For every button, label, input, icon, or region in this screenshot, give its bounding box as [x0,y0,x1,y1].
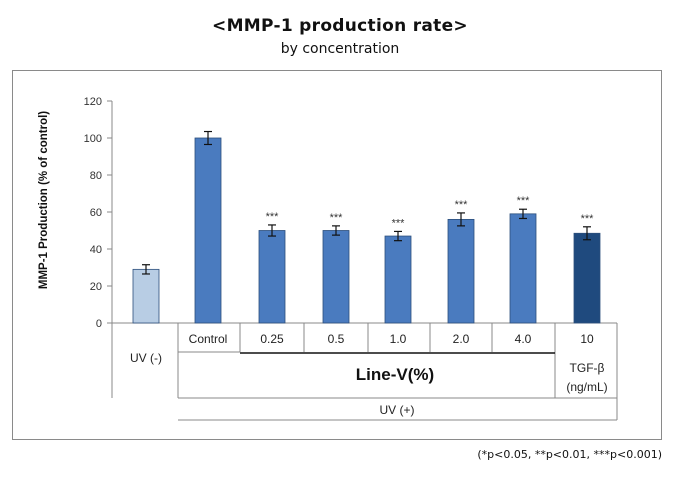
y-tick-label: 0 [96,318,102,330]
y-tick-label: 120 [84,96,102,108]
significance-mark: *** [581,213,595,225]
chart-frame [12,70,662,440]
category-label: 4.0 [515,332,532,346]
significance-mark: *** [330,212,344,224]
category-label: 0.25 [260,332,284,346]
significance-mark: *** [266,211,280,223]
uv-minus-label: UV (-) [130,351,162,365]
tgf-label: TGF-β [570,361,605,375]
y-tick-label: 40 [90,244,102,256]
y-axis-label: MMP-1 Production (% of control) [38,111,50,289]
y-tick-label: 60 [90,207,102,219]
significance-mark: *** [392,217,406,229]
significance-footnote: (*p<0.05, **p<0.01, ***p<0.001) [477,448,662,461]
chart-subtitle: by concentration [280,41,400,57]
category-label: 10 [580,332,594,346]
bar [447,218,475,324]
bar [573,232,601,324]
bar [509,213,537,324]
uv-plus-label: UV (+) [379,403,414,417]
y-tick-label: 20 [90,281,102,293]
bar [384,235,412,324]
y-tick-label: 80 [90,170,102,182]
significance-mark: *** [455,199,469,211]
category-label: 0.5 [328,332,345,346]
chart-title: <MMP-1 production rate> [212,16,468,36]
bar [194,137,222,324]
category-label: Control [189,332,228,346]
bar [258,230,286,324]
y-tick-label: 100 [84,133,102,145]
significance-mark: *** [517,195,531,207]
bar [322,230,350,324]
tgf-unit-label: (ng/mL) [566,380,607,394]
line-v-label: Line-V(%) [356,365,434,384]
category-label: 1.0 [390,332,407,346]
category-label: 2.0 [453,332,470,346]
bar [132,268,160,324]
